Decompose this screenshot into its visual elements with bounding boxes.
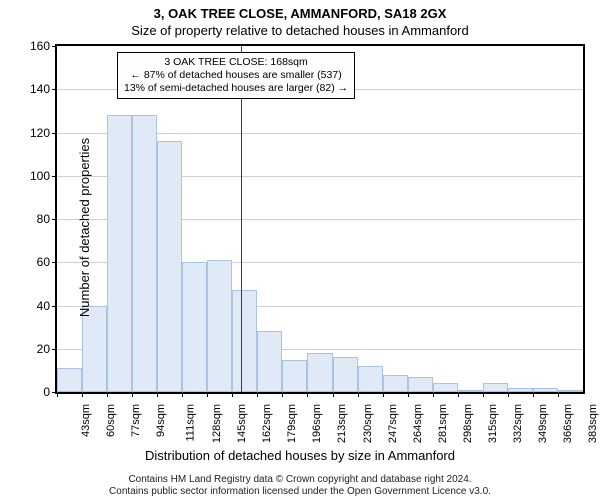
x-tick-label: 77sqm (130, 404, 142, 437)
x-tick-label: 60sqm (105, 404, 117, 437)
x-tick-label: 230sqm (362, 404, 374, 443)
histogram-bar (157, 141, 182, 392)
x-tick-mark (533, 392, 534, 397)
y-tick-label: 160 (20, 39, 50, 53)
y-axis-label: Number of detached properties (77, 138, 92, 317)
x-tick-mark (232, 392, 233, 397)
y-tick-mark (52, 89, 57, 90)
x-tick-mark (107, 392, 108, 397)
x-tick-mark (483, 392, 484, 397)
y-tick-mark (52, 133, 57, 134)
histogram-bar (132, 115, 157, 392)
x-tick-mark (82, 392, 83, 397)
y-tick-label: 120 (20, 126, 50, 140)
histogram-bar (433, 383, 458, 392)
y-tick-mark (52, 306, 57, 307)
x-tick-label: 179sqm (287, 404, 299, 443)
x-tick-mark (383, 392, 384, 397)
x-tick-mark (433, 392, 434, 397)
x-tick-label: 43sqm (80, 404, 92, 437)
chart-container: 3, OAK TREE CLOSE, AMMANFORD, SA18 2GX S… (0, 0, 600, 500)
x-tick-label: 94sqm (155, 404, 167, 437)
x-tick-mark (307, 392, 308, 397)
x-tick-label: 298sqm (462, 404, 474, 443)
histogram-bar (333, 357, 358, 392)
chart-title: 3, OAK TREE CLOSE, AMMANFORD, SA18 2GX (0, 0, 600, 21)
annotation-line: 13% of semi-detached houses are larger (… (124, 82, 348, 95)
footer-line-2: Contains public sector information licen… (0, 486, 600, 498)
histogram-bar (408, 377, 433, 392)
y-tick-mark (52, 46, 57, 47)
histogram-bar (383, 375, 408, 392)
x-tick-mark (508, 392, 509, 397)
y-tick-label: 100 (20, 169, 50, 183)
histogram-bar (558, 390, 583, 392)
x-tick-mark (257, 392, 258, 397)
x-tick-mark (57, 392, 58, 397)
histogram-bar (82, 306, 107, 393)
x-tick-label: 315sqm (487, 404, 499, 443)
x-tick-label: 349sqm (537, 404, 549, 443)
histogram-bar (207, 260, 232, 392)
x-tick-label: 213sqm (337, 404, 349, 443)
y-tick-mark (52, 349, 57, 350)
footer-line-1: Contains HM Land Registry data © Crown c… (0, 474, 600, 486)
x-tick-label: 332sqm (512, 404, 524, 443)
x-tick-mark (157, 392, 158, 397)
y-tick-label: 0 (20, 385, 50, 399)
x-tick-label: 281sqm (437, 404, 449, 443)
histogram-bar (182, 262, 207, 392)
x-tick-label: 264sqm (412, 404, 424, 443)
x-tick-label: 128sqm (211, 404, 223, 443)
x-tick-label: 247sqm (387, 404, 399, 443)
histogram-bar (282, 360, 307, 392)
y-tick-label: 80 (20, 212, 50, 226)
y-tick-mark (52, 176, 57, 177)
histogram-bar (107, 115, 132, 392)
x-tick-mark (182, 392, 183, 397)
histogram-bar (483, 383, 508, 392)
y-tick-mark (52, 262, 57, 263)
x-tick-mark (333, 392, 334, 397)
histogram-bar (57, 368, 82, 392)
histogram-bar (508, 388, 533, 392)
x-tick-label: 145sqm (236, 404, 248, 443)
x-axis-label: Distribution of detached houses by size … (0, 448, 600, 463)
x-tick-label: 366sqm (562, 404, 574, 443)
annotation-line: 3 OAK TREE CLOSE: 168sqm (124, 56, 348, 69)
plot-area: 3 OAK TREE CLOSE: 168sqm← 87% of detache… (55, 44, 585, 394)
x-tick-label: 196sqm (312, 404, 324, 443)
y-tick-label: 140 (20, 82, 50, 96)
x-tick-mark (132, 392, 133, 397)
x-tick-mark (558, 392, 559, 397)
x-tick-mark (458, 392, 459, 397)
histogram-bar (232, 290, 257, 392)
annotation-box: 3 OAK TREE CLOSE: 168sqm← 87% of detache… (117, 52, 355, 99)
histogram-bar (358, 366, 383, 392)
y-tick-label: 20 (20, 342, 50, 356)
x-tick-label: 162sqm (261, 404, 273, 443)
histogram-bar (533, 388, 558, 392)
x-tick-mark (358, 392, 359, 397)
x-tick-label: 383sqm (587, 404, 599, 443)
annotation-line: ← 87% of detached houses are smaller (53… (124, 69, 348, 82)
histogram-bar (458, 390, 483, 392)
x-tick-mark (408, 392, 409, 397)
x-tick-mark (207, 392, 208, 397)
x-tick-mark (282, 392, 283, 397)
x-tick-label: 111sqm (185, 404, 197, 442)
y-tick-label: 60 (20, 255, 50, 269)
y-tick-label: 40 (20, 299, 50, 313)
y-tick-mark (52, 219, 57, 220)
histogram-bar (307, 353, 332, 392)
chart-footer: Contains HM Land Registry data © Crown c… (0, 474, 600, 498)
histogram-bar (257, 331, 282, 392)
chart-subtitle: Size of property relative to detached ho… (0, 21, 600, 38)
